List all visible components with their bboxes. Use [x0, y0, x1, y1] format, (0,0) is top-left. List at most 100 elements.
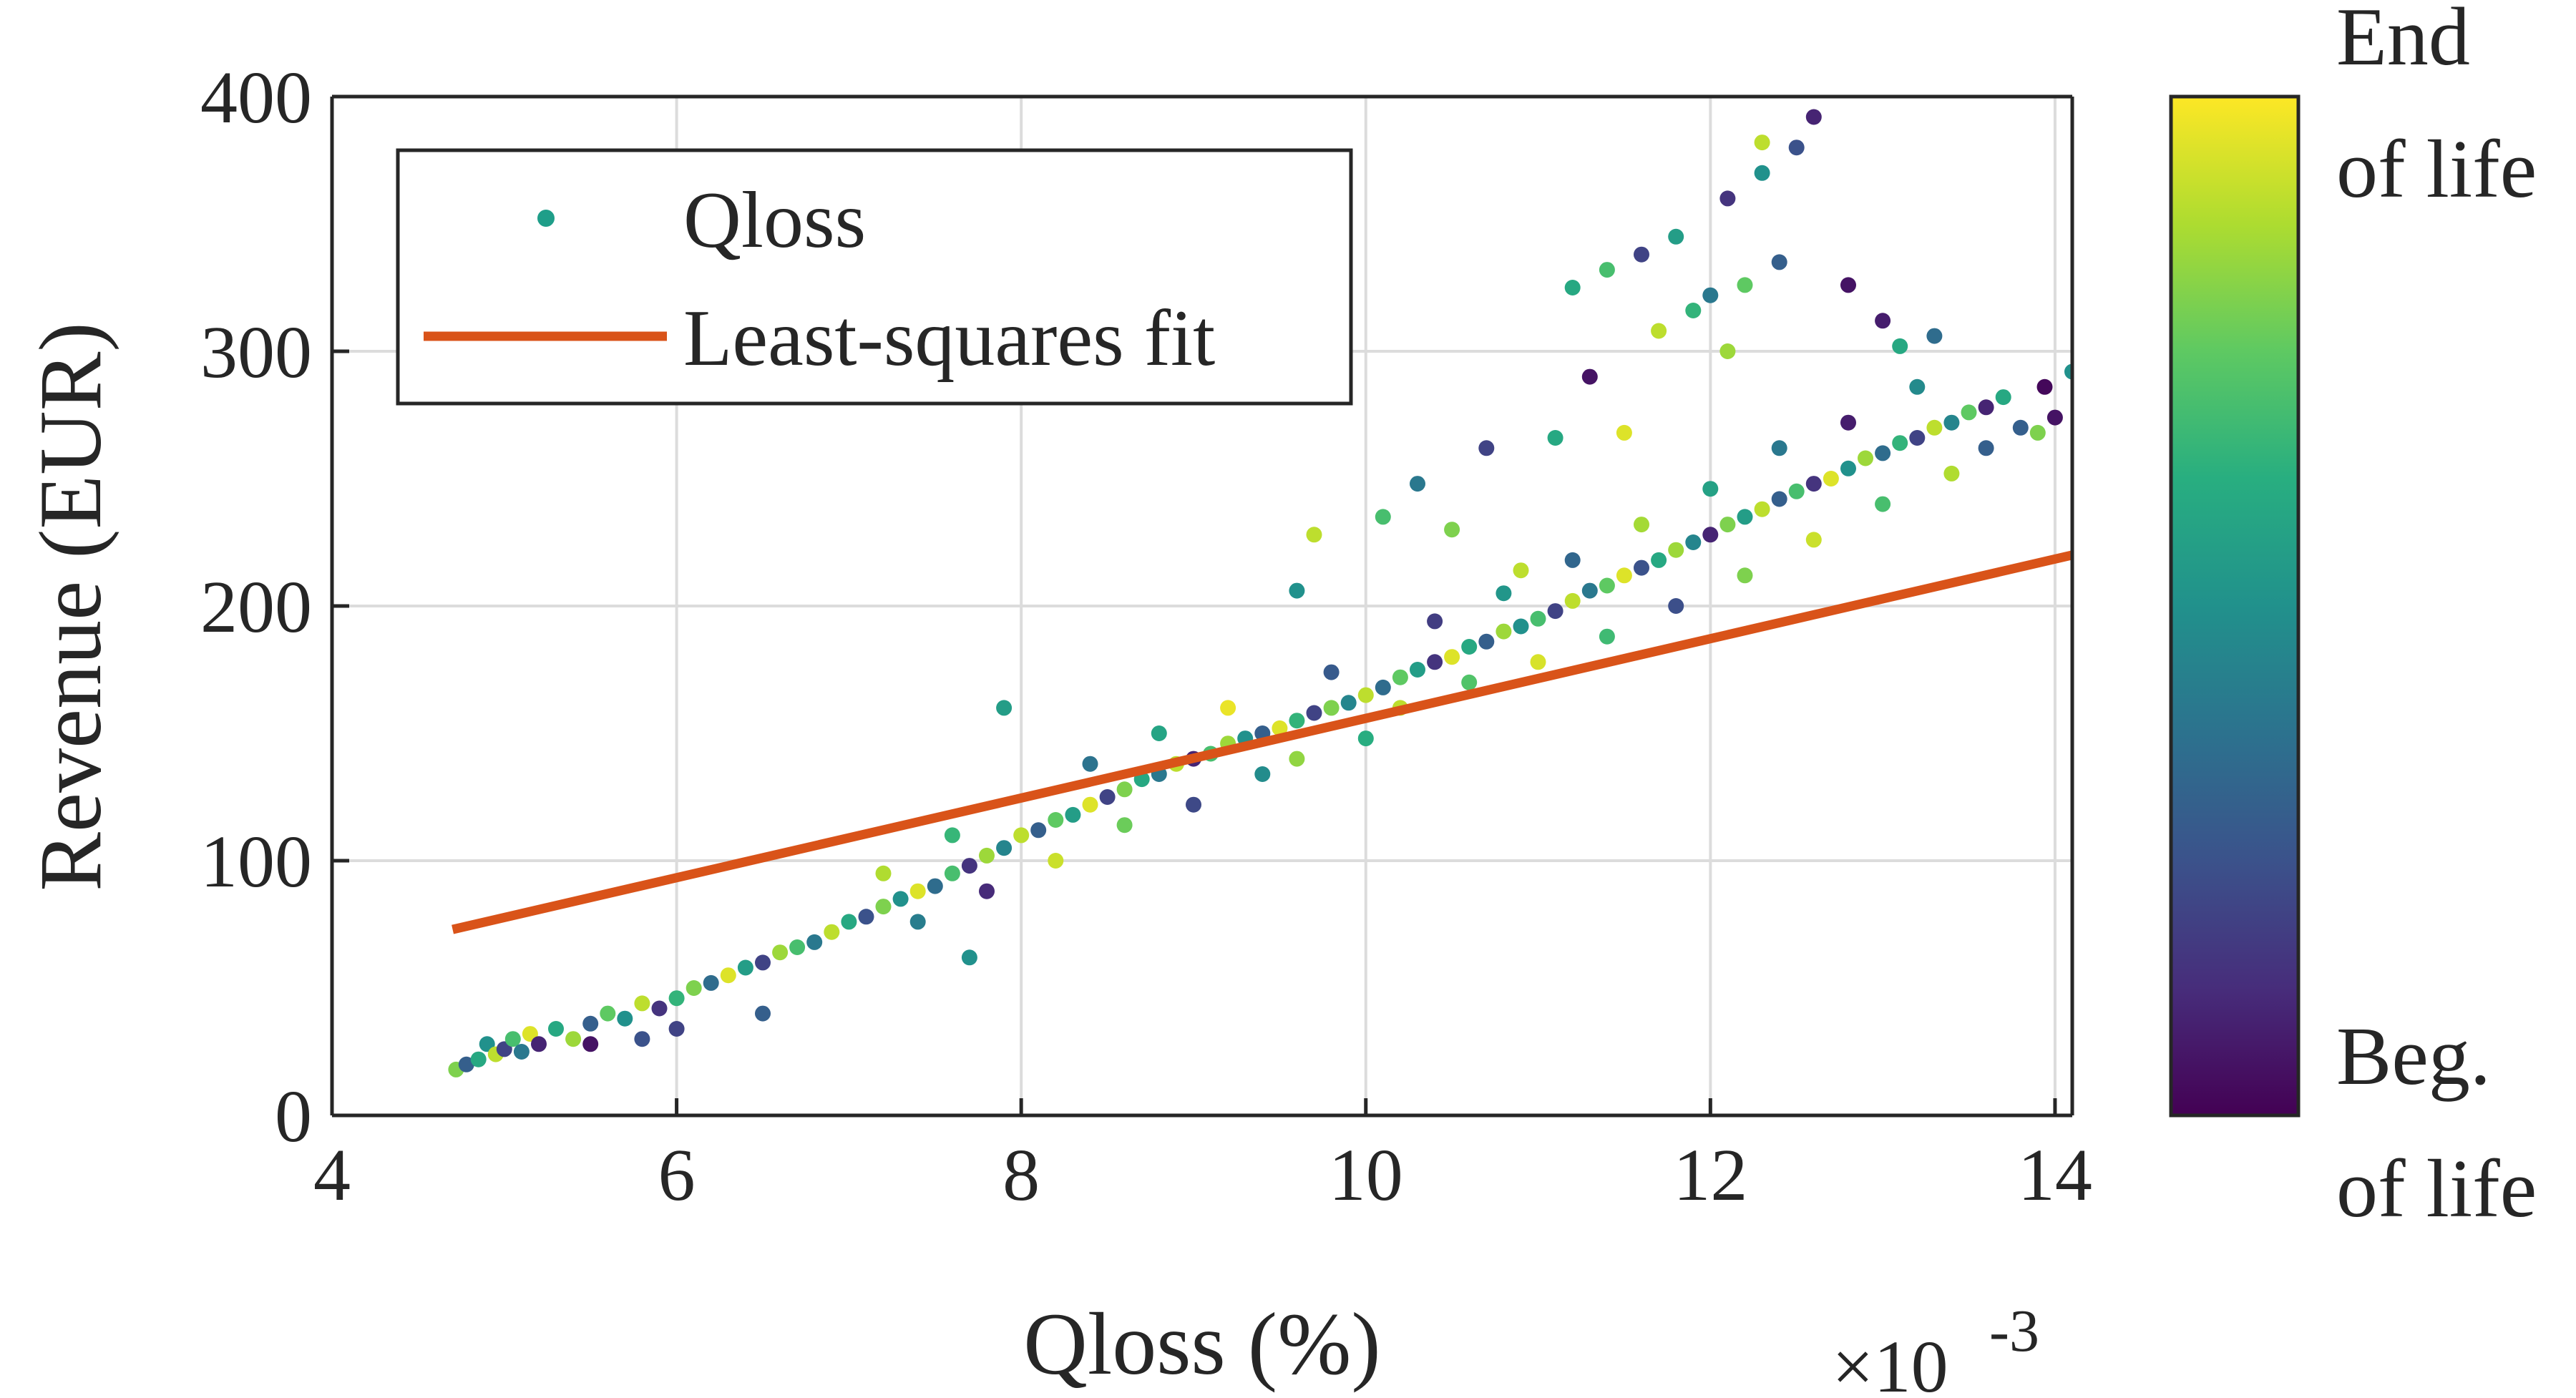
x-axis-label: Qloss (%) — [1023, 1295, 1380, 1393]
scatter-point — [1616, 567, 1632, 584]
scatter-point — [1082, 756, 1098, 772]
scatter-point — [1858, 450, 1873, 466]
x-tick-label: 14 — [2018, 1134, 2092, 1216]
y-tick-label: 0 — [275, 1075, 312, 1158]
scatter-point — [755, 954, 771, 971]
scatter-point — [1357, 687, 1374, 703]
scatter-point — [2064, 363, 2072, 380]
scatter-point — [1926, 419, 1943, 436]
x-multiplier-exponent: -3 — [1989, 1298, 2039, 1364]
scatter-point — [1564, 280, 1581, 295]
y-tick-label: 400 — [200, 57, 312, 139]
fit-line — [452, 550, 2074, 934]
scatter-point — [1702, 287, 1719, 303]
legend-box — [396, 148, 1353, 406]
y-tick-label: 200 — [200, 566, 312, 648]
scatter-point — [2012, 419, 2029, 436]
scatter-point — [458, 1056, 474, 1072]
scatter-point — [1461, 639, 1478, 655]
scatter-point — [668, 990, 685, 1007]
scatter-point — [1496, 585, 1512, 602]
scatter-point — [1875, 445, 1891, 461]
scatter-point — [1410, 476, 1425, 492]
scatter-point — [1289, 751, 1305, 767]
scatter-point — [1581, 582, 1598, 599]
scatter-point — [1668, 542, 1684, 558]
scatter-point — [1926, 328, 1943, 344]
scatter-point — [1840, 277, 1856, 293]
scatter-point — [1220, 700, 1236, 716]
scatter-point — [1513, 618, 1529, 635]
legend: Qloss Least-squares fit — [396, 148, 1353, 406]
scatter-point — [789, 939, 806, 955]
scatter-point — [1771, 440, 1787, 456]
scatter-point — [1616, 424, 1632, 441]
scatter-point — [1496, 623, 1512, 640]
x-tick-label: 8 — [1002, 1134, 1040, 1216]
scatter-point — [1048, 853, 1064, 869]
scatter-point — [1340, 695, 1357, 711]
scatter-point — [1719, 517, 1736, 533]
scatter-point — [1099, 789, 1116, 805]
y-axis-label: Revenue (EUR) — [21, 322, 119, 891]
scatter-point — [1978, 399, 1994, 416]
scatter-point — [1272, 720, 1288, 736]
scatter-point — [1357, 730, 1374, 747]
colorbar-bottom-label-line1: Beg. — [2336, 1011, 2491, 1103]
scatter-point — [1737, 277, 1753, 293]
scatter-point — [1754, 165, 1770, 181]
scatter-point — [1289, 713, 1305, 729]
scatter-point — [996, 700, 1013, 716]
scatter-point — [1375, 679, 1391, 695]
scatter-point — [582, 1015, 599, 1032]
scatter-point — [1668, 228, 1684, 245]
scatter-point — [1013, 827, 1030, 844]
scatter-point — [1323, 664, 1340, 680]
scatter-point — [634, 995, 650, 1012]
scatter-point — [1306, 527, 1322, 543]
scatter-point — [686, 980, 702, 996]
scatter-point — [600, 1005, 616, 1022]
scatter-point — [927, 878, 943, 894]
x-tick-label: 4 — [313, 1134, 351, 1216]
ticks: 4 6 8 10 12 14 0 100 200 300 400 — [200, 57, 2092, 1216]
scatter-point — [1737, 509, 1753, 525]
scatter-point — [909, 883, 926, 899]
scatter-point — [1719, 190, 1736, 207]
scatter-point — [1599, 577, 1615, 594]
scatter-point — [961, 858, 977, 874]
scatter-point — [1805, 476, 1822, 492]
scatter-point — [806, 934, 823, 950]
scatter-point — [1478, 440, 1495, 456]
scatter-point — [1530, 654, 1546, 670]
scatter-point — [1306, 705, 1322, 721]
scatter-point — [1943, 414, 1960, 431]
x-tick-label: 10 — [1329, 1134, 1403, 1216]
scatter-point — [1909, 430, 1926, 446]
scatter-point — [1685, 534, 1702, 550]
scatter-point — [1909, 378, 1926, 395]
scatter-point — [1805, 109, 1822, 125]
scatter-point — [1754, 135, 1770, 151]
scatter-point — [1892, 435, 1908, 451]
scatter-point — [1547, 603, 1563, 620]
scatter-point — [892, 891, 909, 907]
scatter-point — [1840, 414, 1856, 431]
x-multiplier: ×10 — [1832, 1326, 1948, 1398]
scatter-point — [1961, 404, 1977, 421]
scatter-point — [1788, 140, 1805, 156]
scatter-point — [1702, 527, 1719, 543]
scatter-point — [1634, 517, 1649, 533]
scatter-point — [1719, 343, 1736, 359]
scatter-point — [1186, 796, 1201, 813]
scatter-point — [1323, 700, 1340, 716]
scatter-point — [1082, 796, 1098, 813]
scatter-point — [504, 1031, 521, 1047]
y-tick-label: 300 — [200, 311, 312, 394]
scatter-point — [2036, 378, 2053, 395]
scatter-point — [470, 1051, 487, 1067]
scatter-point — [1048, 812, 1064, 828]
scatter-point — [1668, 598, 1684, 614]
scatter-point — [858, 909, 874, 925]
